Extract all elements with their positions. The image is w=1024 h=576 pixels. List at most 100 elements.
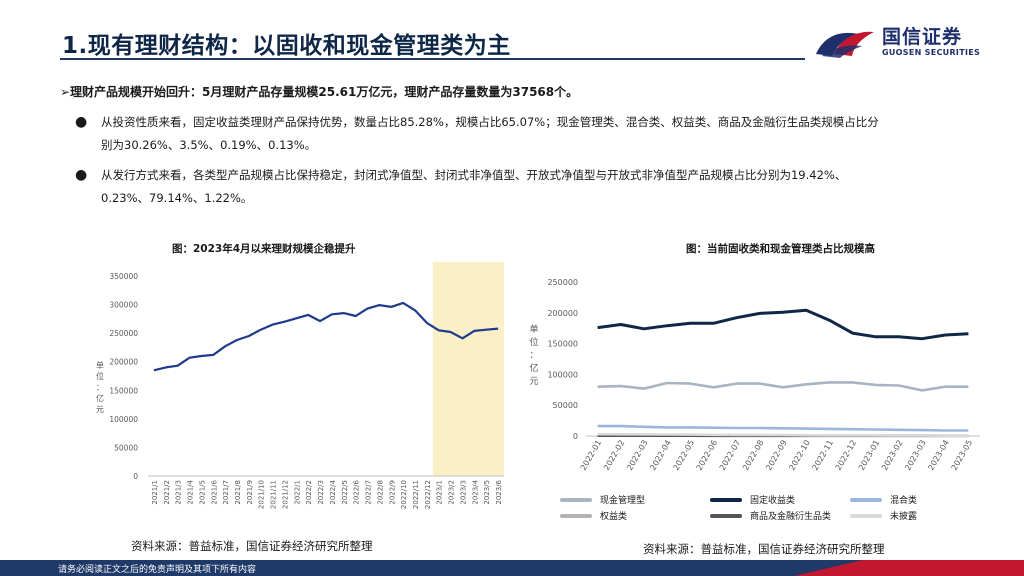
x-tick-label: 2021/12 (281, 480, 289, 509)
bullet-text: 从发行方式来看，各类型产品规模占比保持稳定，封闭式净值型、封闭式非净值型、开放式… (101, 164, 1017, 210)
legend-swatch (560, 514, 592, 518)
right-chart-source: 资料来源：普益标准，国信证券经济研究所整理 (643, 542, 885, 556)
x-tick-label: 2023-04 (926, 439, 951, 472)
x-tick-label: 2022/4 (329, 479, 337, 504)
x-tick-label: 2022-01 (579, 439, 604, 472)
x-tick-label: 2022-02 (602, 439, 627, 472)
x-tick-label: 2021/5 (198, 480, 206, 505)
legend-label: 权益类 (600, 512, 628, 522)
x-tick-label: 2023/5 (483, 480, 491, 505)
series-line (597, 308, 969, 341)
x-tick-label: 2023/3 (459, 480, 467, 505)
bullet-line: 别为30.26%、3.5%、0.19%、0.13%。 (101, 138, 317, 152)
logo-emblem-icon (816, 31, 874, 58)
x-tick-label: 2022/12 (424, 480, 432, 509)
x-tick-label: 2022-05 (672, 439, 697, 472)
title-rule (60, 58, 805, 60)
highlight-band (432, 262, 504, 476)
y-tick-label: 300000 (109, 301, 138, 310)
x-tick-label: 2023/4 (471, 479, 479, 504)
x-tick-label: 2022-07 (718, 439, 743, 472)
y-axis-label: 位 (96, 371, 104, 381)
y-axis-label: 位 (529, 336, 538, 348)
bullet-line: 从发行方式来看，各类型产品规模占比保持稳定，封闭式净值型、封闭式非净值型、开放式… (101, 168, 847, 182)
x-tick-label: 2023/2 (448, 480, 456, 505)
left-chart: 0 50000 100000 150000 200000 250000 300000 3500… (96, 262, 504, 509)
footer-disclaimer: 请务必阅读正文之后的免责声明及其项下所有内容 (58, 565, 257, 575)
x-tick-label: 2022/2 (305, 480, 313, 505)
y-axis-label: ： (96, 383, 104, 392)
x-tick-label: 2021/11 (270, 480, 278, 509)
y-tick-label: 200000 (109, 358, 138, 367)
series-line (597, 381, 969, 392)
x-tick-label: 2021/9 (246, 480, 254, 505)
legend-label: 商品及金融衍生品类 (750, 512, 832, 522)
legend-swatch (560, 498, 592, 502)
x-tick-label: 2021/2 (163, 480, 171, 505)
x-tick-label: 2021/6 (210, 479, 218, 504)
right-chart-legend: 现金管理型 固定收益类 混合类 权益类 商品及金融衍生品类 未披露 (560, 493, 1000, 529)
x-tick-label: 2022-04 (648, 439, 673, 472)
y-tick-label: 150000 (547, 340, 578, 349)
logo-english-name: GUOSEN SECURITIES (882, 48, 981, 57)
x-tick-label: 2022-10 (787, 439, 812, 472)
x-tick-label: 2023-05 (950, 439, 975, 472)
y-tick-label: 50000 (114, 443, 138, 452)
x-tick-label: 2022/11 (412, 480, 420, 509)
x-tick-label: 2021/1 (151, 480, 159, 505)
x-tick-label: 2022/3 (317, 480, 325, 505)
bullet-dot: ● (75, 114, 88, 130)
x-tick-label: 2022/1 (293, 480, 301, 505)
legend-label: 固定收益类 (750, 496, 796, 506)
slide-title: 1.现有理财结构：以固收和现金管理类为主 (62, 33, 511, 59)
y-axis-label: 单 (529, 323, 538, 335)
y-tick-label: 0 (573, 432, 578, 441)
y-axis-label: ： (529, 351, 538, 361)
x-tick-label: 2021/3 (175, 480, 183, 505)
x-tick-label: 2022-06 (695, 439, 720, 472)
x-tick-label: 2021/8 (234, 480, 242, 505)
legend-label: 未披露 (890, 512, 918, 522)
bullet-dot: ● (75, 167, 88, 183)
right-chart: 0500001000001500002000002500002022-01202… (529, 278, 980, 472)
logo-chinese-name: 国信证券 (882, 26, 963, 48)
x-tick-label: 2022/8 (376, 480, 384, 505)
y-tick-label: 250000 (547, 278, 578, 287)
series-line (597, 432, 969, 438)
x-tick-label: 2023-03 (903, 439, 928, 472)
x-tick-label: 2023-02 (880, 439, 905, 472)
y-tick-label: 100000 (547, 370, 578, 379)
series-line (597, 424, 969, 432)
x-tick-label: 2023/6 (495, 479, 503, 504)
x-tick-label: 2022/9 (388, 480, 396, 505)
guosen-logo: 国信证券 GUOSEN SECURITIES (812, 18, 1002, 64)
y-tick-label: 50000 (553, 401, 578, 410)
x-tick-label: 2023-01 (857, 439, 882, 472)
x-tick-label: 2022-11 (811, 439, 836, 472)
x-tick-label: 2022-09 (764, 439, 789, 472)
footer-accent (794, 560, 1024, 576)
x-tick-label: 2022-12 (834, 439, 859, 472)
footer-bar: 请务必阅读正文之后的免责声明及其项下所有内容 (0, 560, 1024, 576)
bullet-line: 0.23%、79.14%、1.22%。 (101, 191, 253, 205)
y-axis-label: 元 (96, 405, 104, 414)
x-tick-label: 2023/1 (436, 480, 444, 505)
legend-swatch (710, 498, 742, 502)
y-tick-label: 250000 (109, 329, 138, 338)
legend-swatch (850, 514, 882, 518)
series-line (153, 301, 499, 372)
legend-label: 混合类 (890, 496, 918, 506)
y-axis-label: 亿 (96, 393, 104, 403)
left-chart-source: 资料来源：普益标准，国信证券经济研究所整理 (131, 539, 373, 553)
bullet-text: 从投资性质来看，固定收益类理财产品保持优势，数量占比85.28%，规模占比65.… (101, 111, 1017, 157)
x-tick-label: 2022-08 (741, 439, 766, 472)
y-axis-label: 元 (529, 377, 538, 387)
legend-swatch (710, 514, 742, 518)
y-tick-label: 200000 (547, 309, 578, 318)
y-axis-label: 亿 (529, 362, 538, 374)
x-tick-label: 2022/10 (400, 480, 408, 509)
left-chart-title: 图：2023年4月以来理财规模企稳提升 (172, 243, 356, 255)
y-tick-label: 150000 (109, 386, 138, 395)
headline: ➢理财产品规模开始回升：5月理财产品存量规模25.61万亿元，理财产品存量数量为… (60, 85, 579, 99)
x-tick-label: 2022/7 (365, 480, 373, 505)
